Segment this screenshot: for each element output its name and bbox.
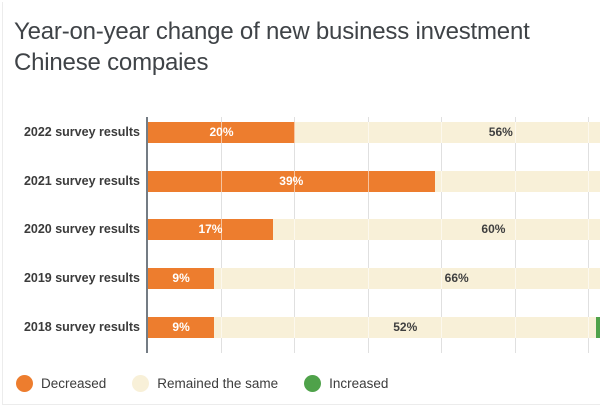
gridline-overlay <box>220 316 222 338</box>
gridline-overlay <box>367 268 369 290</box>
gridline-overlay <box>367 122 369 143</box>
gridline-overlay <box>220 268 222 290</box>
bar-segment-remained <box>214 268 600 290</box>
value-label-decreased: 20% <box>209 125 234 139</box>
bar-segment-decreased <box>148 316 215 338</box>
legend-item-remained[interactable]: Remained the same <box>132 374 279 392</box>
gridline-overlay <box>294 316 295 338</box>
gridline-overlay <box>514 316 516 338</box>
decreased-swatch-icon <box>16 374 33 392</box>
gridline-overlay <box>514 122 516 143</box>
bar-segment-decreased <box>148 268 215 290</box>
gridline-overlay <box>588 316 589 338</box>
value-label-remained: 66% <box>444 271 469 286</box>
category-label: 2021 survey results <box>23 173 140 188</box>
gridline-overlay <box>588 170 589 192</box>
value-label-remained: 56% <box>488 125 513 139</box>
gridline-overlay <box>441 170 442 192</box>
bar-segment-increased <box>596 316 600 338</box>
chart-title: Year-on-year change of new business inve… <box>14 16 600 78</box>
bar-row: 9% 66% <box>148 268 600 290</box>
value-label-decreased: 9% <box>172 271 190 286</box>
gridline-overlay <box>294 219 295 241</box>
legend-item-increased[interactable]: Increased <box>304 374 389 392</box>
gridline-overlay <box>220 219 222 241</box>
gridline-overlay <box>367 219 369 241</box>
bar-row: 20% 56% <box>148 122 600 143</box>
plot-area: 2022 survey results 20% 56% 2021 survey res… <box>23 117 600 353</box>
legend-label-increased: Increased <box>329 375 389 391</box>
bar-segment-remained <box>295 122 600 143</box>
category-label: 2020 survey results <box>23 222 140 237</box>
value-label-remained: 60% <box>481 222 506 237</box>
chart-title-line1: Year-on-year change of new business inve… <box>14 18 530 45</box>
gridline-overlay <box>367 316 369 338</box>
gridline-overlay <box>220 122 222 143</box>
value-label-decreased: 17% <box>198 222 223 237</box>
remained-swatch-icon <box>132 374 150 392</box>
value-label-decreased: 9% <box>172 319 190 334</box>
category-label: 2018 survey results <box>23 319 140 334</box>
card-left-border <box>2 2 3 404</box>
value-label-remained: 52% <box>393 319 418 334</box>
category-label: 2019 survey results <box>23 271 140 286</box>
gridline-overlay <box>514 170 516 192</box>
chart-title-line2: Chinese compaies <box>14 49 209 76</box>
gridline-overlay <box>588 219 589 241</box>
legend: Decreased Remained the same Increased <box>16 372 388 394</box>
bar-segment-decreased <box>148 219 273 241</box>
bar-row: 17% 60% <box>148 219 600 241</box>
gridline-overlay <box>514 268 516 290</box>
gridline-overlay <box>294 268 295 290</box>
gridline-overlay <box>588 268 589 290</box>
legend-label-decreased: Decreased <box>41 375 107 391</box>
bar-segment-decreased <box>148 170 435 192</box>
increased-swatch-icon <box>304 374 322 392</box>
value-label-decreased: 39% <box>279 173 304 188</box>
gridline-overlay <box>514 219 516 241</box>
bar-segment-remained <box>272 219 600 241</box>
legend-label-remained: Remained the same <box>157 375 279 391</box>
legend-item-decreased[interactable]: Decreased <box>16 374 107 392</box>
bar-segment-decreased <box>148 122 295 143</box>
gridline-overlay <box>294 170 295 192</box>
bar-segment-remained <box>214 316 597 338</box>
gridline-overlay <box>588 122 589 143</box>
bar-segment-remained <box>434 170 600 192</box>
category-label: 2022 survey results <box>23 125 140 139</box>
gridline-overlay <box>441 316 442 338</box>
gridline-overlay <box>441 268 442 290</box>
y-axis-line <box>146 117 148 353</box>
bar-row: 9% 52% <box>148 316 600 338</box>
gridline-overlay <box>367 170 369 192</box>
gridline-overlay <box>220 170 222 192</box>
gridline-overlay <box>441 122 442 143</box>
gridline-overlay <box>441 219 442 241</box>
card-bottom-border <box>2 404 600 405</box>
gridline-overlay <box>294 122 295 143</box>
bar-row: 39% <box>148 170 600 192</box>
